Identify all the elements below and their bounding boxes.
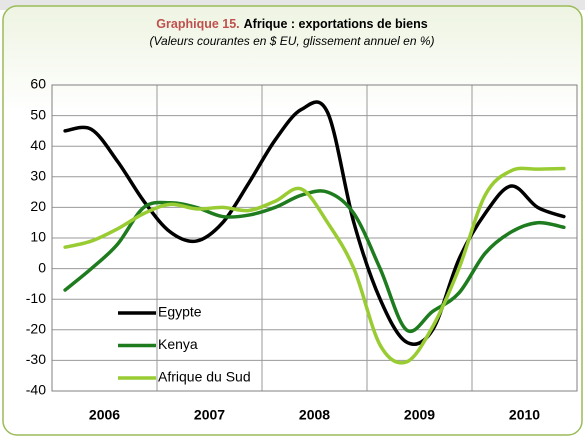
y-tick-label: 30 bbox=[30, 168, 46, 184]
y-tick-label: 10 bbox=[30, 229, 46, 245]
y-tick-label: 60 bbox=[30, 76, 46, 92]
subtitle: (Valeurs courantes en $ EU, glissement a… bbox=[149, 34, 434, 48]
chart-title: Graphique 15. Afrique : exportations de b… bbox=[156, 17, 427, 31]
y-tick-label: -10 bbox=[26, 290, 46, 306]
x-group-label: 2008 bbox=[299, 407, 330, 423]
legend-label: Afrique du Sud bbox=[158, 369, 251, 385]
y-tick-label: 50 bbox=[30, 106, 46, 122]
x-group-label: 2007 bbox=[194, 407, 225, 423]
y-tick-label: -20 bbox=[26, 321, 46, 337]
plot-border bbox=[51, 84, 578, 392]
title-text: Afrique : exportations de biens bbox=[244, 17, 428, 31]
series-line bbox=[63, 100, 566, 346]
y-tick-label: 0 bbox=[38, 259, 46, 275]
x-group-label: 2010 bbox=[509, 407, 540, 423]
top-strip bbox=[0, 0, 585, 10]
legend-label: Egypte bbox=[158, 304, 202, 320]
y-tick-label: 40 bbox=[30, 137, 46, 153]
title-prefix: Graphique 15. bbox=[156, 17, 239, 31]
y-tick-label: -40 bbox=[26, 382, 46, 398]
series-line bbox=[63, 166, 566, 365]
series-line bbox=[63, 189, 566, 334]
y-tick-label: 20 bbox=[30, 198, 46, 214]
y-tick-label: -30 bbox=[26, 351, 46, 367]
legend-label: Kenya bbox=[158, 336, 198, 352]
frame bbox=[2, 5, 583, 436]
x-group-label: 2009 bbox=[404, 407, 435, 423]
x-group-label: 2006 bbox=[89, 407, 120, 423]
